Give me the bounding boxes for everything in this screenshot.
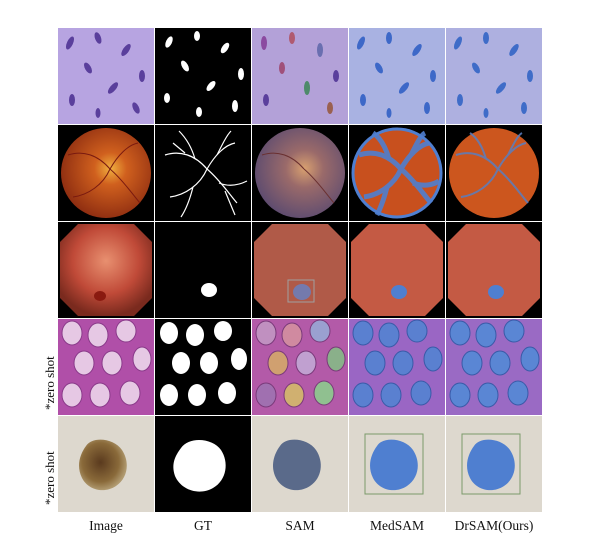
row4-medsam bbox=[349, 319, 445, 415]
row5-image bbox=[58, 416, 154, 512]
row4-drsam bbox=[446, 319, 542, 415]
row3-gt bbox=[155, 222, 251, 318]
column-label-image: Image bbox=[89, 518, 123, 533]
column-label-drsam: DrSAM(Ours) bbox=[454, 518, 534, 533]
row1-gt bbox=[155, 28, 251, 124]
column-label-sam: SAM bbox=[285, 518, 315, 533]
row4-label: *zero shot bbox=[42, 356, 57, 410]
row1-drsam bbox=[446, 28, 542, 124]
row3-sam bbox=[252, 222, 348, 318]
column-label-gt: GT bbox=[194, 518, 212, 533]
row2-gt bbox=[155, 125, 251, 221]
row3-image bbox=[58, 222, 154, 318]
row2-sam bbox=[252, 125, 348, 221]
row3-medsam bbox=[349, 222, 445, 318]
row1-image bbox=[58, 28, 154, 124]
row2-medsam bbox=[349, 125, 445, 221]
row5-gt bbox=[155, 416, 251, 512]
row5-medsam bbox=[349, 416, 445, 512]
row5-label: *zero shot bbox=[42, 451, 57, 505]
row2-image bbox=[58, 125, 154, 221]
row1-medsam bbox=[349, 28, 445, 124]
row4-sam bbox=[252, 319, 348, 415]
row1-sam bbox=[252, 28, 348, 124]
row4-image bbox=[58, 319, 154, 415]
row3-drsam bbox=[446, 222, 542, 318]
row5-sam bbox=[252, 416, 348, 512]
row5-drsam bbox=[446, 416, 542, 512]
image-grid bbox=[58, 28, 542, 512]
row4-gt bbox=[155, 319, 251, 415]
row2-drsam bbox=[446, 125, 542, 221]
column-label-medsam: MedSAM bbox=[369, 518, 424, 533]
